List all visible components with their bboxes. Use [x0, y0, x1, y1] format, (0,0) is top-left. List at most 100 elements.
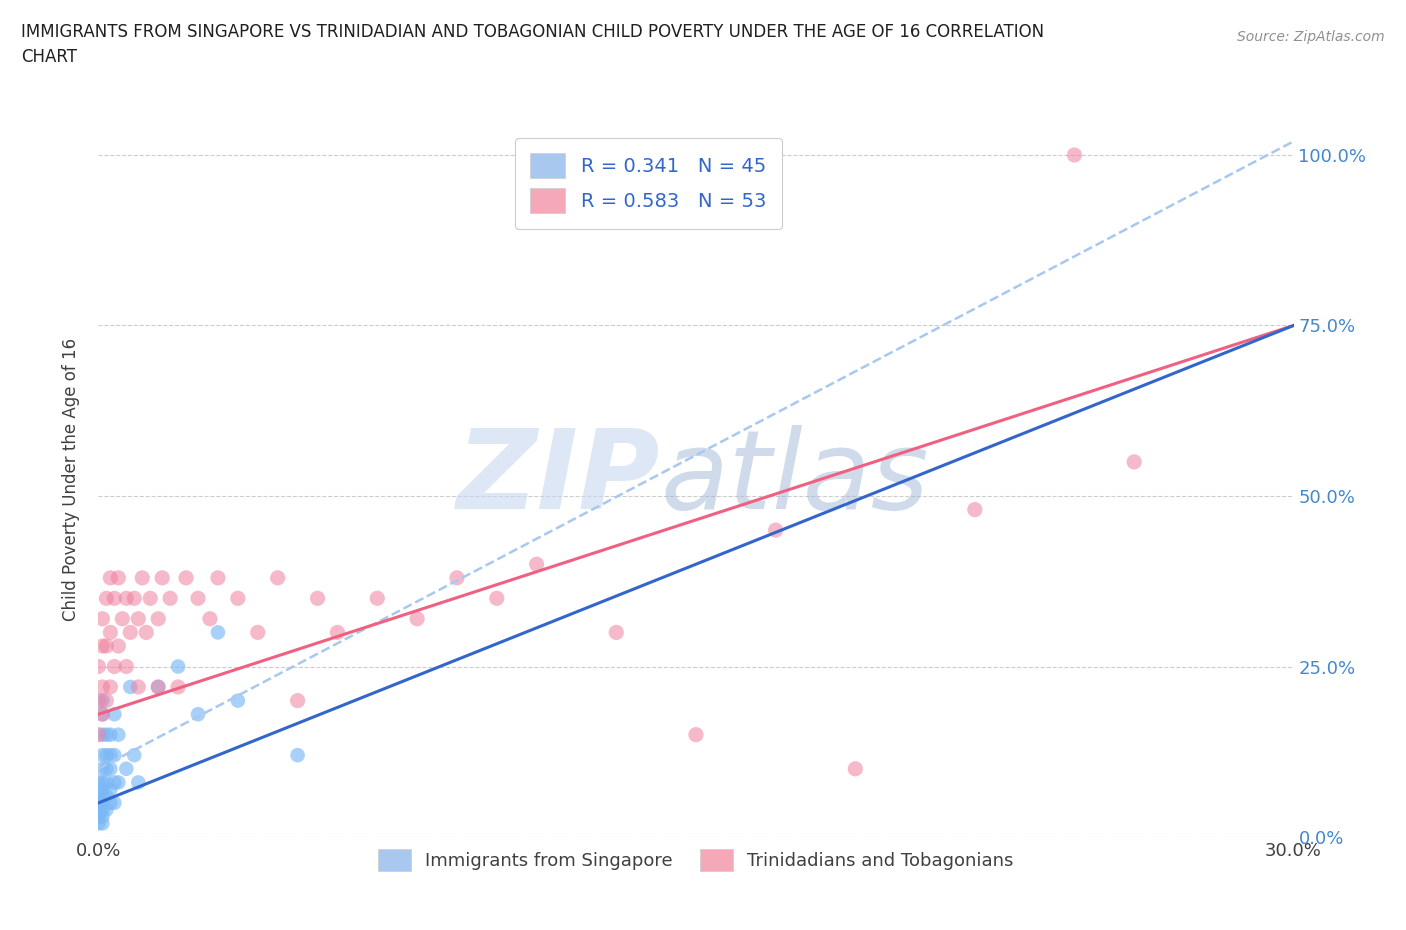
Point	[187, 707, 209, 722]
Point	[148, 680, 170, 695]
Point	[91, 707, 114, 722]
Point	[207, 625, 229, 640]
Text: ZIP: ZIP	[457, 425, 661, 533]
Point	[107, 639, 129, 654]
Point	[139, 591, 162, 605]
Point	[226, 693, 249, 708]
Point	[91, 707, 114, 722]
Point	[446, 570, 468, 585]
Point	[91, 775, 114, 790]
Point	[307, 591, 329, 605]
Text: IMMIGRANTS FROM SINGAPORE VS TRINIDADIAN AND TOBAGONIAN CHILD POVERTY UNDER THE : IMMIGRANTS FROM SINGAPORE VS TRINIDADIAN…	[21, 23, 1045, 66]
Point	[103, 591, 125, 605]
Point	[91, 762, 114, 777]
Point	[685, 727, 707, 742]
Point	[103, 795, 125, 810]
Point	[96, 803, 118, 817]
Point	[765, 523, 787, 538]
Point	[91, 639, 114, 654]
Point	[87, 816, 110, 830]
Point	[98, 782, 122, 797]
Point	[103, 659, 125, 674]
Point	[87, 789, 110, 804]
Point	[91, 816, 114, 830]
Point	[1063, 148, 1085, 163]
Point	[91, 680, 114, 695]
Point	[127, 680, 149, 695]
Point	[135, 625, 157, 640]
Point	[96, 762, 118, 777]
Point	[98, 727, 122, 742]
Point	[91, 782, 114, 797]
Point	[107, 775, 129, 790]
Point	[87, 693, 110, 708]
Point	[187, 591, 209, 605]
Point	[96, 789, 118, 804]
Point	[287, 748, 309, 763]
Point	[127, 775, 149, 790]
Point	[107, 570, 129, 585]
Text: atlas: atlas	[661, 425, 929, 533]
Point	[103, 707, 125, 722]
Point	[605, 625, 627, 640]
Point	[96, 727, 118, 742]
Point	[115, 591, 138, 605]
Point	[226, 591, 249, 605]
Point	[98, 625, 122, 640]
Point	[124, 591, 146, 605]
Point	[96, 693, 118, 708]
Point	[150, 570, 173, 585]
Point	[96, 748, 118, 763]
Point	[963, 502, 986, 517]
Point	[366, 591, 388, 605]
Point	[91, 809, 114, 824]
Point	[91, 693, 114, 708]
Point	[96, 775, 118, 790]
Point	[326, 625, 349, 640]
Point	[167, 659, 190, 674]
Point	[485, 591, 508, 605]
Point	[131, 570, 153, 585]
Point	[87, 803, 110, 817]
Point	[87, 727, 110, 742]
Point	[87, 775, 110, 790]
Point	[103, 748, 125, 763]
Point	[115, 762, 138, 777]
Point	[98, 795, 122, 810]
Point	[120, 680, 142, 695]
Point	[111, 611, 134, 626]
Point	[198, 611, 221, 626]
Point	[287, 693, 309, 708]
Point	[120, 625, 142, 640]
Y-axis label: Child Poverty Under the Age of 16: Child Poverty Under the Age of 16	[62, 338, 80, 620]
Point	[98, 762, 122, 777]
Point	[1123, 455, 1146, 470]
Point	[148, 611, 170, 626]
Point	[174, 570, 197, 585]
Text: Source: ZipAtlas.com: Source: ZipAtlas.com	[1237, 30, 1385, 44]
Point	[148, 680, 170, 695]
Point	[98, 570, 122, 585]
Point	[107, 727, 129, 742]
Point	[91, 748, 114, 763]
Point	[91, 727, 114, 742]
Point	[115, 659, 138, 674]
Point	[844, 762, 866, 777]
Point	[159, 591, 181, 605]
Point	[91, 789, 114, 804]
Point	[127, 611, 149, 626]
Point	[91, 611, 114, 626]
Point	[87, 659, 110, 674]
Legend: Immigrants from Singapore, Trinidadians and Tobagonians: Immigrants from Singapore, Trinidadians …	[371, 842, 1021, 878]
Point	[167, 680, 190, 695]
Point	[246, 625, 269, 640]
Point	[96, 639, 118, 654]
Point	[103, 775, 125, 790]
Point	[406, 611, 429, 626]
Point	[96, 591, 118, 605]
Point	[207, 570, 229, 585]
Point	[91, 795, 114, 810]
Point	[87, 795, 110, 810]
Point	[124, 748, 146, 763]
Point	[98, 748, 122, 763]
